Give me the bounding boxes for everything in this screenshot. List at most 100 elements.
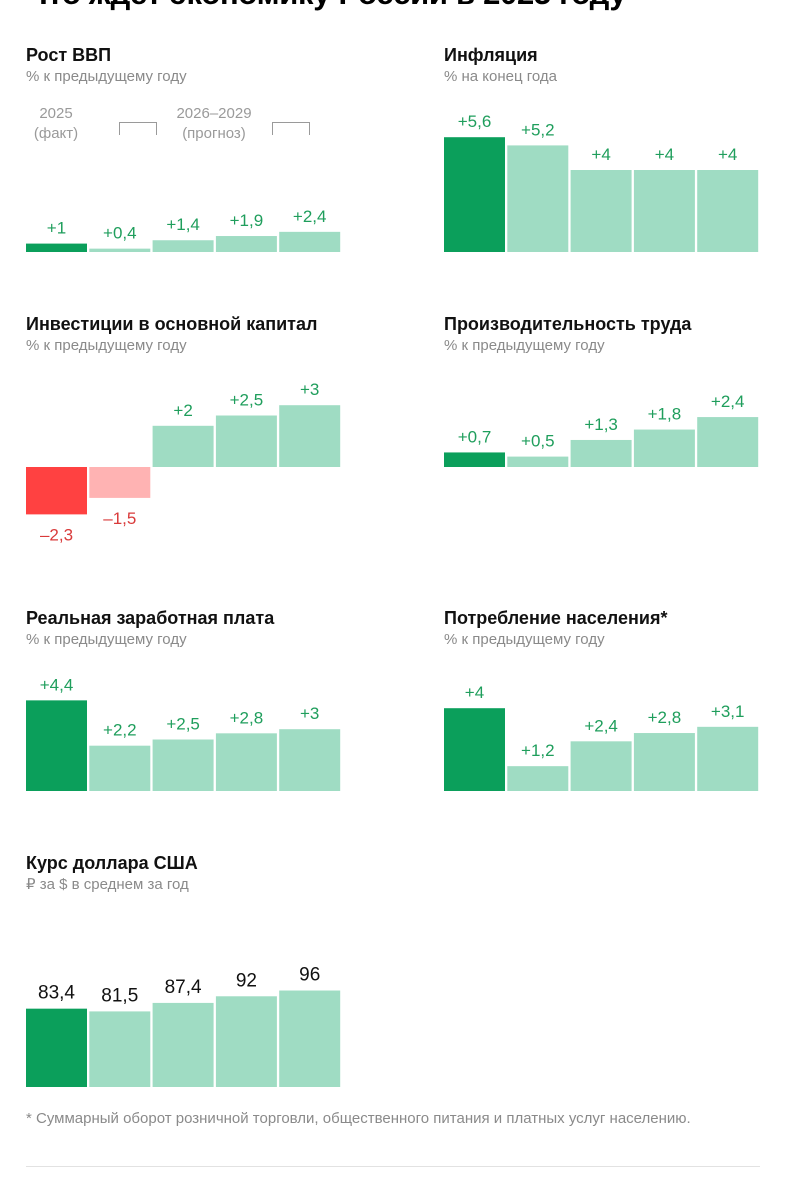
data-label: +2,4	[711, 392, 745, 411]
legend-fact-label: (факт)	[33, 125, 79, 142]
chart-usd-rate: 83,4 81,5 87,4 92 96	[26, 965, 341, 1087]
data-label: +4	[465, 683, 484, 702]
data-label: +1,8	[648, 405, 682, 424]
chart-subtitle: ₽ за $ в среднем за год	[26, 876, 189, 893]
data-label: 92	[236, 970, 257, 991]
data-label: +2,5	[166, 715, 200, 734]
data-label: +1	[47, 219, 66, 238]
chart-title: Инвестиции в основной капитал	[26, 314, 318, 334]
bar-2026	[89, 248, 151, 252]
bar-2027	[152, 739, 214, 791]
legend-fact-year: 2025	[39, 105, 73, 122]
legend-forecast-bracket-left	[119, 122, 157, 135]
data-label: –2,3	[40, 525, 73, 544]
chart-consumption: +4 +1,2 +2,4 +2,8 +3,1	[444, 683, 759, 791]
data-label: +5,6	[458, 112, 492, 131]
chart-title: Реальная заработная плата	[26, 608, 275, 628]
data-label: +1,2	[521, 741, 555, 760]
chart-panel-consumption: Потребление населения* % к предыдущему г…	[444, 607, 764, 667]
bar-2028	[215, 236, 277, 252]
bar-2025	[26, 1008, 87, 1087]
bar-2028	[633, 733, 695, 791]
data-label: +2,2	[103, 721, 137, 740]
data-label: +1,9	[230, 211, 264, 230]
chart-title: Производительность труда	[444, 314, 692, 334]
data-label: +2,8	[230, 708, 264, 727]
chart-subtitle: % на конец года	[444, 68, 558, 85]
bar-2027	[570, 741, 632, 791]
bar-2029	[697, 417, 759, 467]
data-label: +2,4	[293, 207, 327, 226]
chart-inflation: +5,6 +5,2 +4 +4 +4	[444, 112, 759, 252]
data-label: 81,5	[101, 985, 138, 1006]
chart-productivity: +0,7 +0,5 +1,3 +1,8 +2,4	[444, 392, 759, 467]
bar-2029	[697, 170, 759, 252]
data-label: +4	[655, 145, 674, 164]
bar-2028	[215, 733, 277, 791]
bar-2027	[570, 439, 632, 467]
chart-title: Курс доллара США	[26, 853, 198, 873]
bar-2028	[215, 415, 277, 467]
chart-investment: –2,3 –1,5 +2 +2,5 +3	[26, 380, 341, 544]
chart-title: Инфляция	[444, 45, 538, 65]
bar-2025	[444, 137, 505, 252]
page-title: Что ждет экономику России в 2025 году	[26, 0, 627, 12]
bar-2025	[26, 243, 87, 252]
bar-2027	[152, 1002, 214, 1087]
bar-2029	[279, 405, 341, 467]
bar-2029	[279, 990, 341, 1087]
data-label: +0,5	[521, 432, 555, 451]
chart-real-wages: +4,4 +2,2 +2,5 +2,8 +3	[26, 675, 341, 791]
chart-panel-inflation: Инфляция % на конец года	[444, 44, 764, 104]
bar-2026	[507, 145, 569, 252]
data-label: 83,4	[38, 983, 75, 1004]
data-label: +1,3	[584, 415, 618, 434]
chart-subtitle: % к предыдущему году	[26, 68, 187, 85]
bar-2026	[507, 456, 569, 467]
chart-gdp: +1 +0,4 +1,4 +1,9 +2,4	[26, 207, 341, 252]
data-label: 96	[299, 965, 320, 986]
data-label: +0,4	[103, 224, 137, 243]
bar-2027	[152, 425, 214, 467]
bottom-divider	[26, 1166, 760, 1167]
chart-title: Рост ВВП	[26, 45, 112, 65]
data-label: +2,5	[230, 391, 264, 410]
bar-2026	[89, 1011, 151, 1087]
chart-subtitle: % к предыдущему году	[444, 631, 605, 648]
chart-subtitle: % к предыдущему году	[26, 631, 187, 648]
data-label: –1,5	[103, 509, 136, 528]
data-label: +3	[300, 380, 319, 399]
bar-2026	[89, 745, 151, 791]
bar-2028	[633, 170, 695, 252]
bar-2027	[152, 240, 214, 252]
bar-2026	[507, 766, 569, 791]
data-label: +5,2	[521, 120, 555, 139]
bar-2025	[444, 452, 505, 467]
bar-2025	[26, 467, 87, 515]
data-label: +3	[300, 704, 319, 723]
chart-subtitle: % к предыдущему году	[26, 337, 187, 354]
chart-panel-gdp: Рост ВВП % к предыдущему году 2025 (факт…	[26, 44, 346, 259]
chart-panel-usd-rate: Курс доллара США ₽ за $ в среднем за год	[26, 852, 346, 912]
bar-2028	[215, 996, 277, 1087]
data-label: +1,4	[166, 215, 200, 234]
bar-2029	[279, 231, 341, 252]
chart-panel-investment: Инвестиции в основной капитал % к предыд…	[26, 313, 386, 373]
bar-2028	[633, 429, 695, 467]
chart-subtitle: % к предыдущему году	[444, 337, 605, 354]
bar-2025	[26, 700, 87, 791]
chart-panel-real-wages: Реальная заработная плата % к предыдущем…	[26, 607, 346, 667]
data-label: +4	[591, 145, 610, 164]
footnote: * Суммарный оборот розничной торговли, о…	[26, 1110, 691, 1127]
bar-2027	[570, 170, 632, 252]
data-label: +2,8	[648, 708, 682, 727]
data-label: +2	[173, 401, 192, 420]
data-label: +4,4	[40, 675, 74, 694]
legend-forecast-label: (прогноз)	[182, 125, 246, 142]
bar-2029	[697, 726, 759, 791]
legend-forecast-bracket-right	[272, 122, 310, 135]
data-label: +3,1	[711, 702, 745, 721]
chart-panel-productivity: Производительность труда % к предыдущему…	[444, 313, 764, 373]
legend-forecast-years: 2026–2029	[176, 105, 252, 122]
data-label: +0,7	[458, 427, 492, 446]
